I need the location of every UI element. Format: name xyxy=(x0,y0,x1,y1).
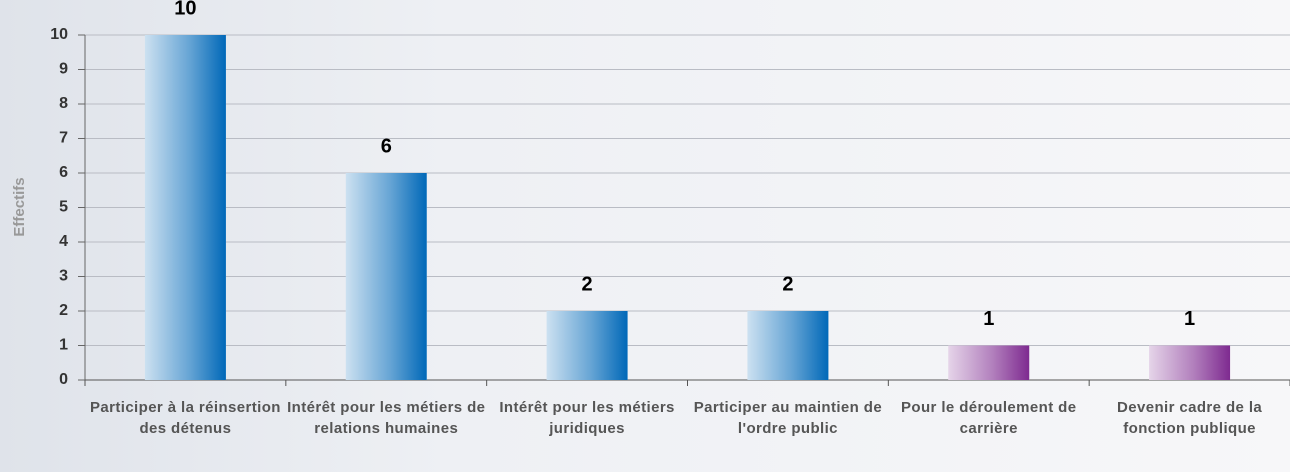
x-tick-label-box: Devenir cadre de la fonction publique xyxy=(1116,399,1263,437)
y-tick-label: 3 xyxy=(59,268,68,285)
y-tick-label: 0 xyxy=(59,371,68,388)
x-tick-label-box: Intérêt pour les métiers juridiques xyxy=(499,399,675,437)
x-tick-label: Devenir cadre de la fonction publique xyxy=(1116,399,1263,437)
y-tick-label: 2 xyxy=(59,302,68,319)
y-tick-label: 7 xyxy=(59,130,68,147)
value-label: 1 xyxy=(983,308,994,330)
x-tick-label-box: Participer à la réinsertion des détenus xyxy=(89,399,281,437)
y-tick-label: 4 xyxy=(59,233,68,250)
value-label: 2 xyxy=(582,273,593,295)
bar xyxy=(948,345,1030,380)
x-tick-label-box: Participer au maintien de l'ordre public xyxy=(693,399,883,437)
x-tick-label: Pour le déroulement de carrière xyxy=(900,399,1077,437)
bar xyxy=(345,173,427,380)
bar xyxy=(1149,345,1231,380)
y-tick-label: 8 xyxy=(59,95,68,112)
bar xyxy=(747,311,829,380)
y-tick-label: 10 xyxy=(50,26,68,43)
x-tick-label: Intérêt pour les métiers de relations hu… xyxy=(287,399,486,437)
value-label: 10 xyxy=(174,0,196,19)
y-tick-label: 6 xyxy=(59,164,68,181)
y-tick-label: 1 xyxy=(59,337,68,354)
x-tick-label: Participer à la réinsertion des détenus xyxy=(89,399,281,437)
bar xyxy=(144,35,226,380)
x-tick-label: Intérêt pour les métiers juridiques xyxy=(499,399,675,437)
y-tick-label: 5 xyxy=(59,199,68,216)
bar xyxy=(546,311,628,380)
value-label: 6 xyxy=(381,135,392,157)
x-tick-label-box: Intérêt pour les métiers de relations hu… xyxy=(287,399,486,437)
value-label: 2 xyxy=(782,273,793,295)
value-label: 1 xyxy=(1184,308,1195,330)
x-tick-label: Participer au maintien de l'ordre public xyxy=(693,399,883,437)
y-axis-label: Effectifs xyxy=(11,177,28,236)
x-tick-label-box: Pour le déroulement de carrière xyxy=(900,399,1077,437)
y-tick-label: 9 xyxy=(59,61,68,78)
